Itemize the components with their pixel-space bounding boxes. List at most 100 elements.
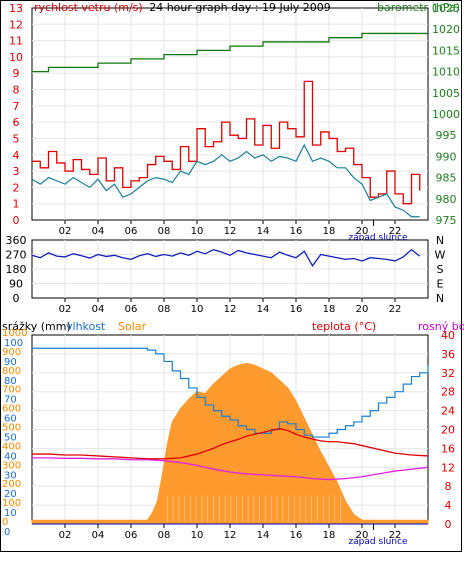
direction-x-tick-label: 10 [191,304,204,315]
solar-axis-title: Solar [118,320,147,333]
temperature-ytick-label: 4 [445,499,452,512]
climate-x-tick-label: 14 [257,530,270,541]
temperature-ytick-label: 24 [441,405,455,418]
solar-ytick-label: 100 [2,498,21,509]
sunset-label-top: západ slunce [348,233,408,243]
pressure-ytick-label: 990 [436,150,457,163]
wind-ytick-label: 1 [13,198,20,211]
wind-x-tick-label: 20 [356,226,369,237]
direction-x-tick-label: 18 [323,304,336,315]
pressure-ytick-label: 1005 [432,87,460,100]
dewpoint-line [32,457,429,481]
pressure-ytick-label: 1015 [432,44,460,57]
wind-x-tick-label: 12 [224,226,237,237]
humidity-ytick-label: 40 [4,451,17,462]
direction-compass-label: N [436,292,444,305]
direction-ytick-label: 90 [9,278,23,291]
temperature-line [32,427,429,460]
humidity-ytick-label: 50 [4,433,17,444]
climate-x-tick-label: 16 [290,530,303,541]
humidity-ytick-label: 100 [4,338,23,349]
solar-ytick-label: 300 [2,460,21,471]
wind-axis-title: rychlost vetru (m/s) [34,1,143,14]
temperature-ytick-label: 16 [441,442,455,455]
wind-ytick-label: 6 [13,116,20,129]
direction-ytick-label: 0 [13,292,20,305]
direction-compass-label: E [437,278,444,291]
wind-x-tick-label: 08 [158,226,171,237]
direction-compass-label: N [436,234,444,247]
solar-ytick-label: 600 [2,404,21,415]
temperature-axis-title: teplota (°C) [312,320,376,333]
pressure-ytick-label: 1010 [432,66,460,79]
climate-x-tick-label: 18 [323,530,336,541]
temperature-ytick-label: 0 [445,518,452,531]
pressure-ytick-label: 980 [436,193,457,206]
temperature-ytick-label: 12 [441,461,455,474]
climate-x-tick-label: 10 [191,530,204,541]
wind-ytick-label: 10 [9,51,23,64]
climate-x-tick-label: 04 [92,530,105,541]
rain-axis-title: srážky (mm) [2,320,71,333]
temperature-ytick-label: 36 [441,348,455,361]
wind-x-tick-label: 16 [290,226,303,237]
solar-ytick-label: 0 [2,517,8,528]
temperature-ytick-label: 40 [441,329,455,342]
pressure-ytick-label: 985 [436,172,457,185]
wind-ytick-label: 3 [13,165,20,178]
temperature-ytick-label: 8 [445,480,452,493]
temperature-ytick-label: 20 [441,424,455,437]
wind-x-tick-label: 10 [191,226,204,237]
solar-ytick-label: 900 [2,347,21,358]
wind-ytick-label: 8 [13,84,20,97]
temperature-ytick-label: 32 [441,367,455,380]
chart-title: 24 hour graph day : 19 July 2009 [149,1,331,14]
wind-ytick-label: 5 [13,132,20,145]
solar-ytick-label: 1000 [2,328,27,339]
humidity-ytick-label: 10 [4,508,17,519]
humidity-ytick-label: 60 [4,414,17,425]
pressure-ytick-label: 1000 [432,108,460,121]
direction-x-tick-label: 02 [59,304,72,315]
wind-x-tick-label: 06 [125,226,138,237]
solar-area [31,362,429,525]
wind-direction-line [31,248,421,267]
climate-x-tick-label: 02 [59,530,72,541]
humidity-ytick-label: 30 [4,470,17,481]
wind-avg-line [31,143,420,218]
climate-x-tick-label: 06 [125,530,138,541]
direction-x-tick-label: 06 [125,304,138,315]
wind-x-tick-label: 14 [257,226,270,237]
direction-x-tick-label: 20 [356,304,369,315]
pressure-axis-title: barometr (hPa) [377,1,460,14]
wind-ytick-label: 2 [13,181,20,194]
direction-x-tick-label: 04 [92,304,105,315]
wind-gust-line [32,80,421,205]
solar-ytick-label: 500 [2,423,21,434]
wind-ytick-label: 7 [13,100,20,113]
humidity-axis-title: vlhkost [66,320,106,333]
pressure-ytick-label: 995 [436,129,457,142]
sunset-label-bottom: západ slunce [348,537,408,547]
direction-ytick-label: 180 [6,263,27,276]
solar-ytick-label: 800 [2,366,21,377]
solar-ytick-label: 700 [2,385,21,396]
direction-x-tick-label: 12 [224,304,237,315]
wind-ytick-label: 0 [13,214,20,227]
climate-x-tick-label: 20 [356,530,369,541]
climate-x-tick-label: 12 [224,530,237,541]
humidity-line [32,347,429,438]
humidity-ytick-label: 0 [4,527,10,538]
wind-ytick-label: 12 [9,18,23,31]
wind-x-tick-label: 02 [59,226,72,237]
wind-x-tick-label: 18 [323,226,336,237]
humidity-ytick-label: 70 [4,395,17,406]
temperature-ytick-label: 28 [441,386,455,399]
solar-ytick-label: 400 [2,441,21,452]
wind-x-tick-label: 22 [389,226,402,237]
direction-compass-label: S [437,263,444,276]
climate-x-tick-label: 08 [158,530,171,541]
humidity-ytick-label: 20 [4,489,17,500]
pressure-ytick-label: 1020 [432,23,460,36]
